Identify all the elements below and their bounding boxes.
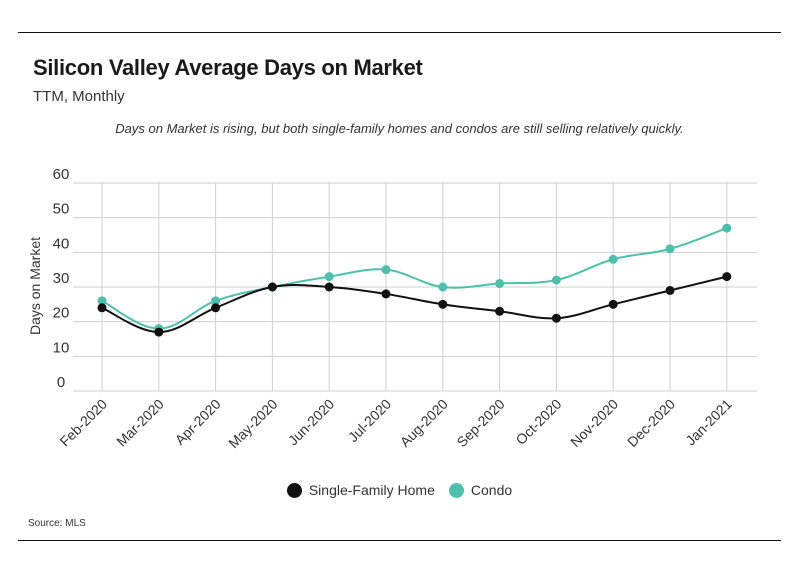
grid (73, 182, 757, 392)
x-tick-label: Feb-2020 (56, 396, 110, 450)
data-point-single-family (495, 306, 505, 316)
y-tick-label: 10 (53, 339, 70, 356)
series-line-single-family (101, 275, 728, 334)
x-tick-label: Jul-2020 (345, 396, 394, 445)
top-rule (18, 32, 781, 33)
x-tick-label: Apr-2020 (172, 396, 224, 448)
data-point-single-family (438, 299, 448, 309)
chart-subtitle: TTM, Monthly (33, 88, 125, 105)
bottom-rule (18, 540, 781, 541)
x-tick-label: Sep-2020 (453, 396, 507, 450)
data-point-condo (495, 279, 505, 289)
data-point-single-family (551, 313, 561, 323)
data-point-single-family (722, 272, 732, 282)
x-tick-label: May-2020 (225, 396, 280, 451)
chart-note: Days on Market is rising, but both singl… (115, 121, 684, 136)
y-tick-label: 30 (53, 270, 70, 287)
data-point-single-family (324, 282, 334, 292)
data-point-condo (608, 254, 618, 264)
x-tick-label: Dec-2020 (624, 396, 678, 450)
data-point-condo (97, 296, 107, 306)
x-tick-label: Mar-2020 (113, 396, 167, 450)
x-tick-label: Oct-2020 (512, 396, 564, 448)
data-point-condo (551, 275, 561, 285)
y-axis-label: Days on Market (27, 237, 43, 335)
y-tick-label: 20 (53, 305, 70, 322)
x-tick-label: Jun-2020 (285, 396, 338, 449)
legend-swatch-single-family (286, 482, 302, 498)
y-tick-label: 0 (57, 374, 65, 391)
legend-item-condo: Condo (448, 482, 513, 498)
y-tick-label: 50 (53, 201, 70, 218)
data-point-single-family (211, 303, 221, 313)
data-point-condo (324, 272, 334, 282)
x-tick-label: Nov-2020 (567, 396, 621, 450)
y-tick-label: 60 (53, 166, 70, 183)
data-point-single-family (267, 282, 277, 292)
data-point-condo (722, 223, 732, 233)
data-point-condo (438, 282, 448, 292)
legend-item-single-family: Single-Family Home (286, 482, 435, 498)
data-point-condo (665, 244, 675, 254)
data-point-single-family (665, 285, 675, 295)
data-point-single-family (608, 299, 618, 309)
legend-label-single-family: Single-Family Home (308, 482, 435, 498)
series (97, 223, 732, 337)
chart-title: Silicon Valley Average Days on Market (33, 55, 423, 80)
data-point-single-family (381, 289, 391, 299)
line-chart: 0 10 20 30 40 50 60 Feb-2020 Mar-2020 Apr-2020 May… (27, 166, 757, 451)
source-note: Source: MLS (28, 518, 86, 529)
x-tick-label: Jan-2021 (682, 396, 735, 449)
data-point-single-family (154, 327, 164, 337)
axes: 0 10 20 30 40 50 60 Feb-2020 Mar-2020 Apr-2020 May… (53, 166, 735, 451)
x-tick-label: Aug-2020 (397, 396, 451, 450)
legend-label-condo: Condo (470, 482, 513, 498)
legend: Single-Family Home Condo (0, 482, 799, 498)
series-line-condo (101, 227, 728, 330)
data-point-single-family (97, 303, 107, 313)
legend-swatch-condo (448, 482, 464, 498)
y-tick-label: 40 (53, 235, 70, 252)
data-point-condo (381, 265, 391, 275)
data-point-condo (211, 296, 221, 306)
